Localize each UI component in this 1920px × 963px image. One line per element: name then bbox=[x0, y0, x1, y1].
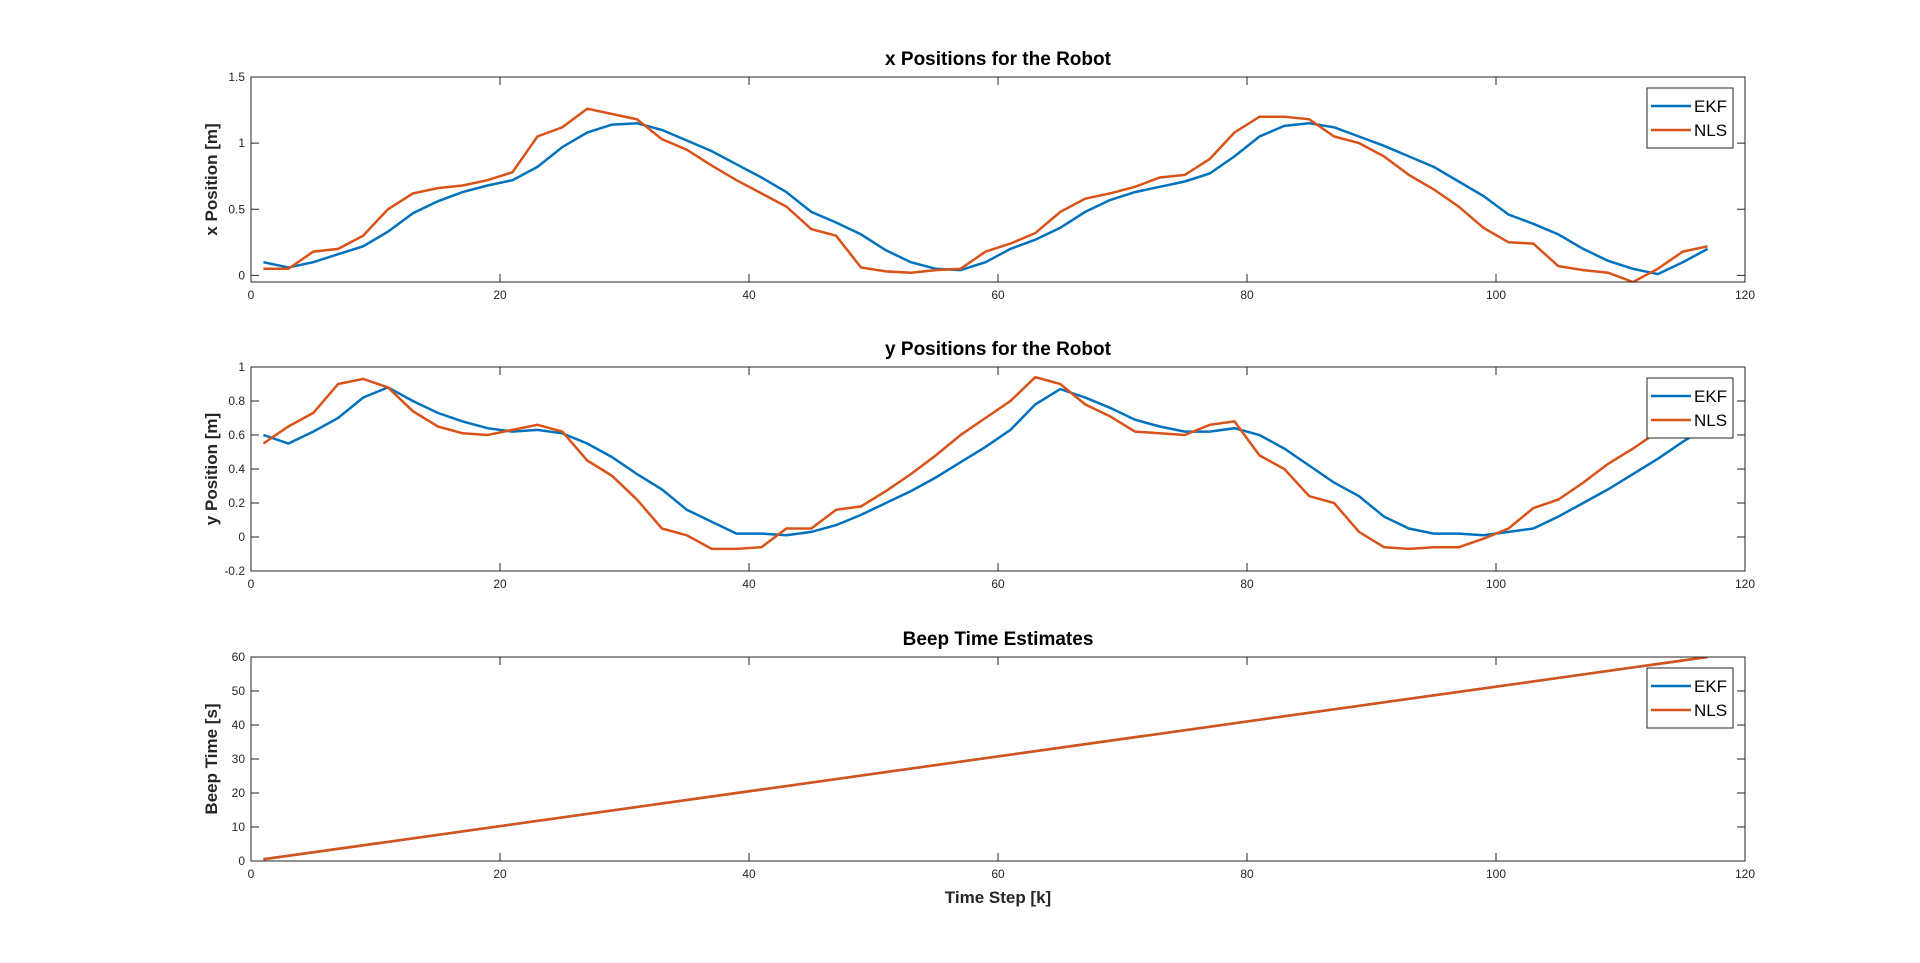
x-tick-label: 40 bbox=[742, 577, 756, 591]
x-tick-label: 60 bbox=[991, 867, 1005, 881]
legend-box bbox=[1646, 87, 1734, 149]
x-axis-label: Time Step [k] bbox=[945, 888, 1051, 907]
series-line bbox=[262, 375, 1708, 551]
x-tick-label: 20 bbox=[493, 288, 507, 302]
legend-label: EKF bbox=[1694, 677, 1727, 696]
series-line bbox=[263, 122, 1709, 276]
y-tick-label: 0.4 bbox=[228, 462, 245, 476]
x-tick-label: 0 bbox=[248, 288, 255, 302]
x-tick-label: 120 bbox=[1735, 288, 1755, 302]
y-axis-label: x Position [m] bbox=[202, 123, 221, 235]
y-tick-label: 0.2 bbox=[228, 496, 245, 510]
legend-label: NLS bbox=[1694, 411, 1727, 430]
legend-label: EKF bbox=[1694, 387, 1727, 406]
y-axis-label: y Position [m] bbox=[202, 413, 221, 525]
y-tick-label: 0.8 bbox=[228, 394, 245, 408]
y-tick-label: 1.5 bbox=[228, 70, 245, 84]
x-tick-label: 60 bbox=[991, 577, 1005, 591]
x-tick-label: 120 bbox=[1735, 577, 1755, 591]
series-line bbox=[263, 657, 1708, 861]
chart-title: x Positions for the Robot bbox=[885, 49, 1112, 70]
y-tick-label: 0 bbox=[238, 268, 245, 282]
series-line bbox=[263, 107, 1708, 282]
y-tick-label: 0.5 bbox=[228, 202, 245, 216]
y-tick-label: 40 bbox=[232, 718, 246, 732]
x-tick-label: 40 bbox=[742, 867, 756, 881]
x-tick-label: 20 bbox=[493, 867, 507, 881]
y-tick-label: 1 bbox=[238, 360, 245, 374]
y-tick-label: 0 bbox=[238, 854, 245, 868]
y-tick-label: 10 bbox=[232, 820, 246, 834]
legend-label: NLS bbox=[1694, 121, 1727, 140]
chart-title: y Positions for the Robot bbox=[885, 339, 1112, 360]
legend-label: EKF bbox=[1694, 97, 1727, 116]
x-tick-label: 80 bbox=[1240, 577, 1254, 591]
x-tick-label: 0 bbox=[248, 577, 255, 591]
x-tick-label: 60 bbox=[991, 288, 1005, 302]
x-tick-label: 100 bbox=[1486, 577, 1506, 591]
x-tick-label: 0 bbox=[248, 867, 255, 881]
y-tick-label: 0.6 bbox=[228, 428, 245, 442]
legend-box bbox=[1646, 377, 1734, 439]
axes-background bbox=[251, 77, 1745, 282]
x-tick-label: 80 bbox=[1240, 288, 1254, 302]
axes-box bbox=[250, 366, 1746, 572]
y-tick-label: 60 bbox=[232, 650, 246, 664]
x-tick-label: 120 bbox=[1735, 867, 1755, 881]
y-tick-label: -0.2 bbox=[224, 564, 245, 578]
y-tick-label: 50 bbox=[232, 684, 246, 698]
y-axis-label: Beep Time [s] bbox=[202, 703, 221, 814]
x-tick-label: 20 bbox=[493, 577, 507, 591]
x-tick-label: 100 bbox=[1486, 288, 1506, 302]
axes-box bbox=[250, 656, 1746, 862]
chart-title: Beep Time Estimates bbox=[903, 629, 1094, 650]
legend-box bbox=[1646, 667, 1734, 729]
axes-background bbox=[251, 367, 1745, 571]
y-tick-label: 0 bbox=[238, 530, 245, 544]
x-tick-label: 100 bbox=[1486, 867, 1506, 881]
y-tick-label: 1 bbox=[238, 136, 245, 150]
y-tick-label: 30 bbox=[232, 752, 246, 766]
legend-label: NLS bbox=[1694, 701, 1727, 720]
x-tick-label: 80 bbox=[1240, 867, 1254, 881]
x-tick-label: 40 bbox=[742, 288, 756, 302]
axes-box bbox=[250, 76, 1746, 283]
y-tick-label: 20 bbox=[232, 786, 246, 800]
